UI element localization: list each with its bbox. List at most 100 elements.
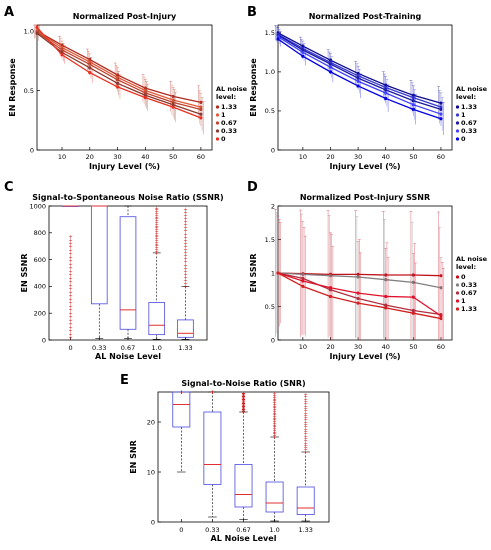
legend-marker <box>455 299 460 303</box>
outlier: + <box>210 390 214 396</box>
outlier: + <box>183 213 187 219</box>
x-tick-label: 1.33 <box>178 344 192 352</box>
data-point <box>171 100 175 104</box>
outlier: + <box>272 406 276 412</box>
series-0.33 <box>276 28 444 131</box>
box-0: ++++++++++++++++++++++++++ <box>172 390 191 473</box>
outlier: + <box>155 218 159 224</box>
outlier: + <box>68 283 72 289</box>
data-point <box>88 71 92 75</box>
outlier: + <box>210 390 214 396</box>
x-tick-label: 40 <box>141 153 149 161</box>
x-tick-label: 0 <box>68 344 72 352</box>
outlier: + <box>272 428 276 434</box>
outlier: + <box>272 400 276 406</box>
outlier: + <box>241 396 245 402</box>
series-1.33 <box>276 222 445 340</box>
outlier: + <box>210 390 214 396</box>
outlier: + <box>68 294 72 300</box>
legend-entry: 1 <box>461 297 466 305</box>
outlier: + <box>183 232 187 238</box>
data-point <box>143 91 147 95</box>
series-0 <box>276 31 445 136</box>
outlier: + <box>179 390 183 396</box>
legend-title-line: AL noise <box>216 85 248 93</box>
outlier: + <box>241 397 245 403</box>
box-iqr <box>203 411 222 485</box>
outlier: + <box>179 390 183 396</box>
outlier: + <box>272 393 276 399</box>
legend-marker <box>215 105 220 109</box>
outlier: + <box>183 226 187 232</box>
outlier: + <box>241 395 245 401</box>
data-point <box>115 78 120 82</box>
outlier: + <box>68 276 72 282</box>
data-point <box>439 316 443 321</box>
y-tick-label: 0 <box>271 336 275 344</box>
outlier: + <box>155 208 159 214</box>
legend-marker <box>455 307 460 311</box>
outlier: + <box>68 325 72 331</box>
outlier: + <box>241 395 245 401</box>
outlier: + <box>155 238 159 244</box>
outlier: + <box>179 390 183 396</box>
box-0: ++++++++++++++++++++++++++++++ <box>62 205 79 341</box>
panel-letter: B <box>247 5 257 20</box>
outlier: + <box>155 227 159 233</box>
outlier: + <box>304 441 308 447</box>
legend-marker <box>455 275 460 279</box>
outlier: + <box>155 236 159 242</box>
outlier: + <box>179 390 183 396</box>
x-tick-label: 40 <box>382 153 390 161</box>
outlier: + <box>304 413 308 419</box>
legend-marker <box>455 121 460 125</box>
legend-marker <box>455 137 460 141</box>
outlier: + <box>179 390 183 396</box>
x-tick-label: 10 <box>58 153 66 161</box>
panel-letter: A <box>4 5 14 20</box>
outlier: + <box>179 390 183 396</box>
box-iqr <box>296 486 315 515</box>
outlier: + <box>241 394 245 400</box>
outlier: + <box>272 414 276 420</box>
outlier: + <box>304 427 308 433</box>
legend-entry: 0.33 <box>461 281 477 289</box>
legend-title-line: AL noise <box>456 255 488 263</box>
outlier: + <box>304 408 308 414</box>
y-tick-label: 0.5 <box>265 303 275 311</box>
x-tick-label: 1.0 <box>152 344 162 352</box>
outlier: + <box>179 390 183 396</box>
panel-C: C Signal-to-Spontaneous Noise Ratio (SSNR… <box>4 180 224 361</box>
box-1.0: ++++++++++++++++++++++++++ <box>265 392 284 522</box>
outlier: + <box>183 244 187 250</box>
outlier: + <box>210 390 214 396</box>
chart-title: Normalized Post-Training <box>309 12 422 21</box>
x-axis-label: AL Noise Level <box>211 534 277 543</box>
chart-title: Signal-to-Noise Ratio (SNR) <box>181 379 305 388</box>
panel-B: B Normalized Post-Training Injury Level (%… <box>247 5 488 171</box>
outlier: + <box>183 250 187 256</box>
box-iqr <box>90 205 108 305</box>
legend-entry: 0.67 <box>221 119 237 127</box>
y-tick-label: 600 <box>34 256 46 264</box>
y-axis-label: EN SNR <box>129 440 138 474</box>
legend-marker <box>455 113 460 117</box>
outlier: + <box>183 281 187 287</box>
panel-E: E Signal-to-Noise Ratio (SNR) AL Noise Lev… <box>120 373 330 543</box>
outlier: + <box>155 206 159 212</box>
y-tick-label: 400 <box>34 283 46 291</box>
y-tick-label: 1 <box>271 269 275 277</box>
outlier: + <box>210 390 214 396</box>
y-tick-label: 2 <box>271 202 275 210</box>
outlier: + <box>155 249 159 255</box>
legend-entry: 0.33 <box>461 127 477 135</box>
outlier: + <box>183 216 187 222</box>
data-point <box>439 117 443 121</box>
outlier: + <box>272 423 276 429</box>
outlier: + <box>241 407 245 413</box>
outlier: + <box>179 390 183 396</box>
outlier: + <box>68 255 72 261</box>
legend-marker <box>215 113 220 117</box>
y-axis-label: EN Response <box>8 58 17 117</box>
outlier: + <box>68 273 72 279</box>
